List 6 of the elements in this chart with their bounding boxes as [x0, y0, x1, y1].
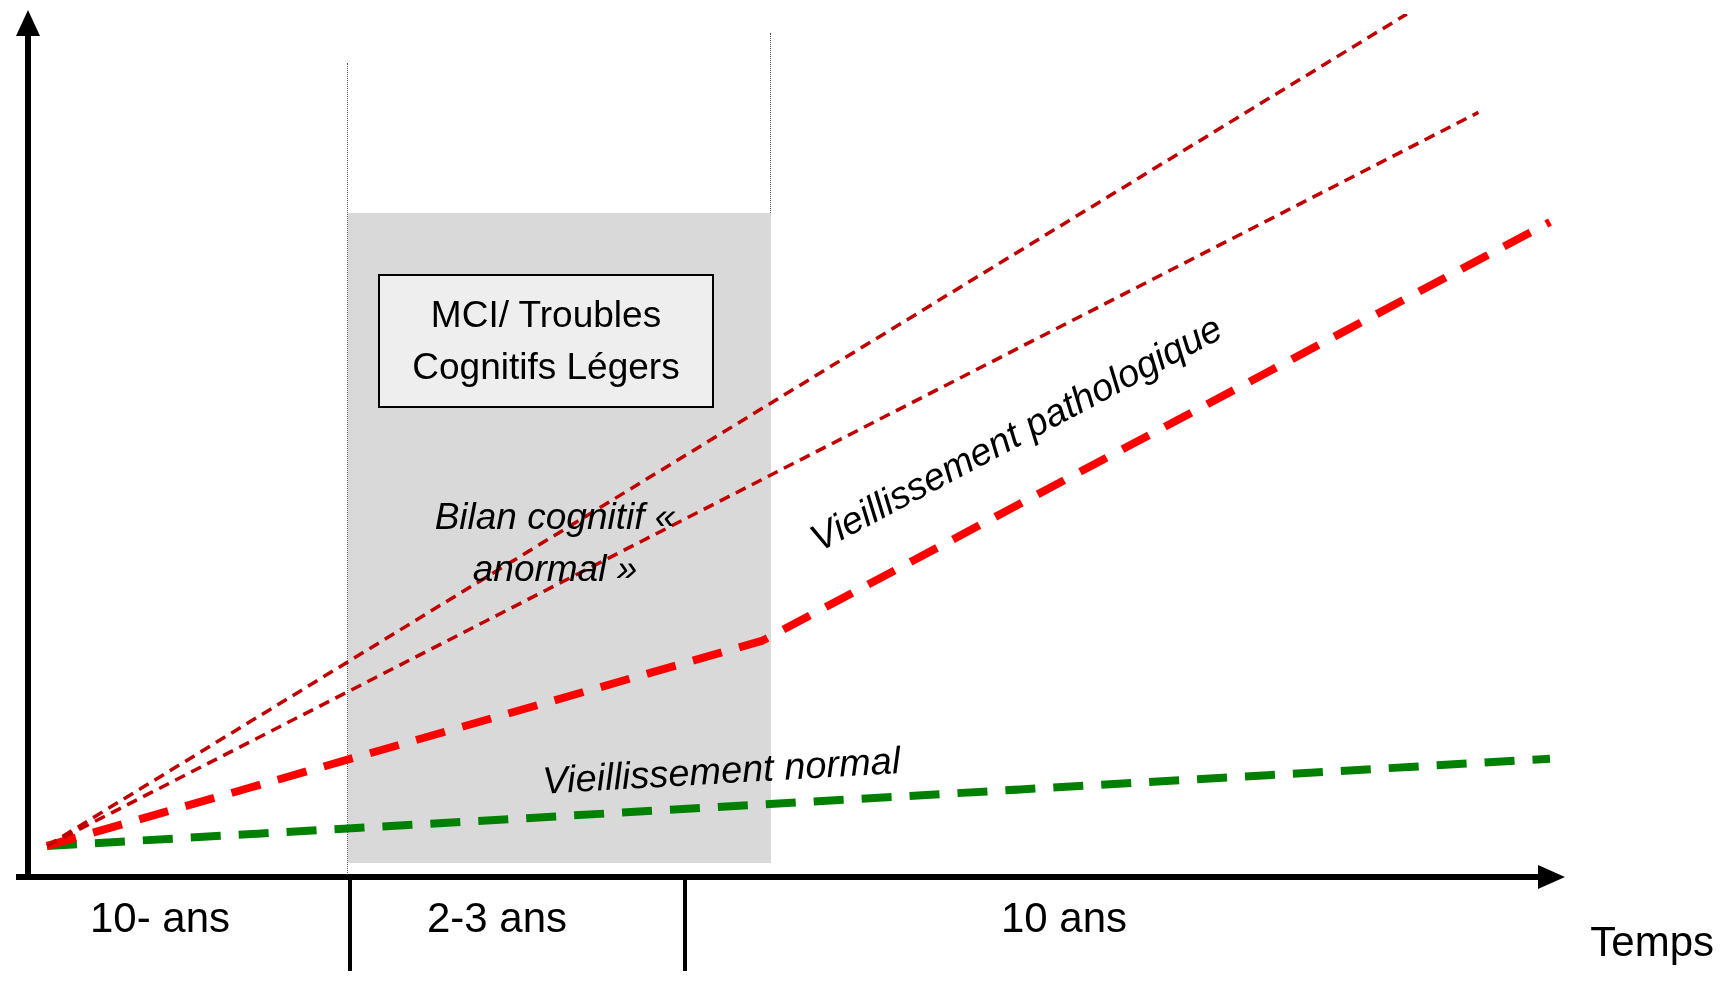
text: 10- ans	[88, 893, 232, 942]
text: 10 ans	[999, 893, 1129, 942]
text: 2-3 ans	[425, 893, 569, 942]
x-axis-title: Temps	[1590, 918, 1714, 965]
annotation: MCI/ Troubles Cognitifs Légers	[378, 274, 714, 408]
series-label: Vieillissement normal	[541, 738, 903, 802]
